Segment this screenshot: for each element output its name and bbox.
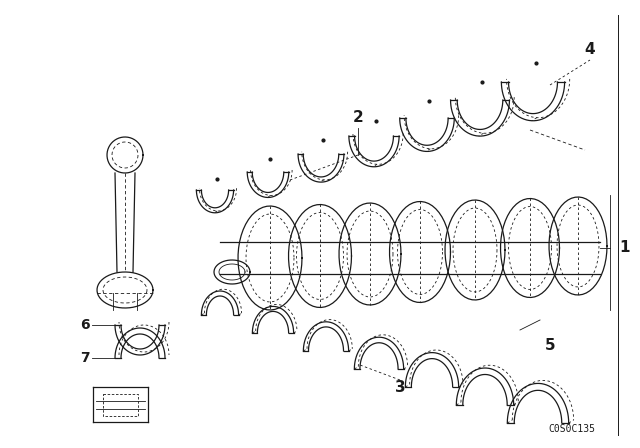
Text: 7: 7 xyxy=(80,351,90,365)
Text: 4: 4 xyxy=(585,43,595,57)
Text: 1: 1 xyxy=(620,241,630,255)
Text: C0S0C135: C0S0C135 xyxy=(548,424,595,434)
Text: 5: 5 xyxy=(545,337,556,353)
Text: 3: 3 xyxy=(395,380,405,396)
Text: 2: 2 xyxy=(353,111,364,125)
Text: 6: 6 xyxy=(80,318,90,332)
